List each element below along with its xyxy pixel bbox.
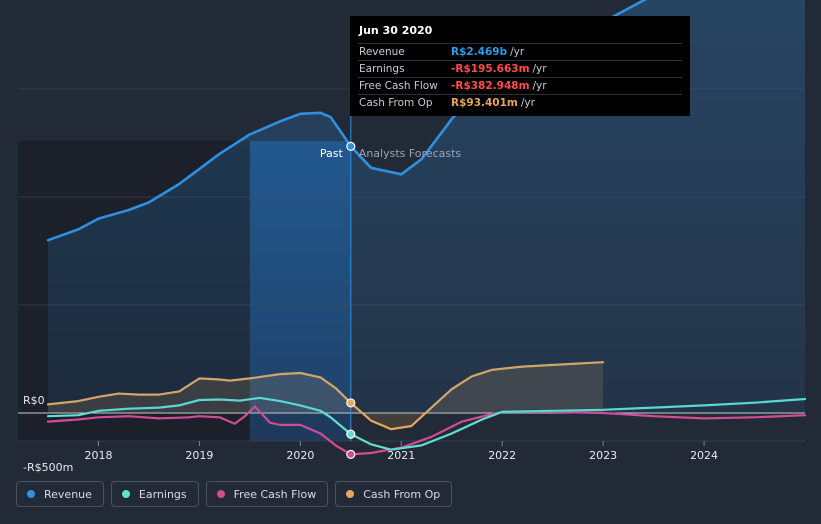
tooltip-unit: /yr [520,97,535,109]
y-label-zero: R$0 [23,394,45,407]
x-tick-label: 2021 [387,449,415,462]
tooltip-unit: /yr [510,46,525,58]
tooltip-value: R$2.469b [451,46,508,58]
tooltip-row-revenue: Revenue R$2.469b /yr [358,43,682,60]
tooltip-row-cash-from-op: Cash From Op R$93.401m /yr [358,94,682,111]
cash-from-op-marker [346,398,356,408]
tooltip: Jun 30 2020 Revenue R$2.469b /yr Earning… [350,16,690,116]
legend: Revenue Earnings Free Cash Flow Cash Fro… [16,481,453,507]
free-cash-flow-marker [346,449,356,459]
tooltip-unit: /yr [532,63,547,75]
past-label: Past [320,147,344,160]
tooltip-label: Cash From Op [359,97,433,109]
tooltip-value: -R$382.948m [451,80,530,92]
tooltip-unit: /yr [532,80,547,92]
x-tick-label: 2022 [488,449,516,462]
legend-item-cash-from-op[interactable]: Cash From Op [335,481,453,507]
legend-item-earnings[interactable]: Earnings [110,481,199,507]
tooltip-date: Jun 30 2020 [359,24,433,37]
revenue-dot-icon [27,490,35,498]
legend-label: Free Cash Flow [233,487,317,501]
x-tick-label: 2018 [84,449,112,462]
forecast-label: Analysts Forecasts [359,147,462,160]
revenue-marker [346,141,356,151]
legend-label: Revenue [44,487,92,501]
tooltip-label: Earnings [359,63,405,75]
tooltip-row-free-cash-flow: Free Cash Flow -R$382.948m /yr [358,77,682,94]
legend-label: Earnings [138,487,187,501]
earnings-dot-icon [121,490,130,498]
legend-label: Cash From Op [363,487,441,501]
legend-item-revenue[interactable]: Revenue [16,481,104,507]
free-cash-flow-dot-icon [216,490,225,498]
y-label-min: -R$500m [23,461,73,474]
x-tick-label: 2019 [185,449,213,462]
x-tick-label: 2024 [690,449,718,462]
cash-from-op-dot-icon [346,490,355,498]
tooltip-label: Free Cash Flow [359,80,438,92]
tooltip-label: Revenue [359,46,405,58]
x-tick-label: 2023 [589,449,617,462]
x-tick-label: 2020 [286,449,314,462]
tooltip-value: -R$195.663m [451,63,530,75]
tooltip-row-earnings: Earnings -R$195.663m /yr [358,60,682,77]
earnings-marker [346,429,356,439]
legend-item-free-cash-flow[interactable]: Free Cash Flow [205,481,329,507]
tooltip-value: R$93.401m [451,97,518,109]
